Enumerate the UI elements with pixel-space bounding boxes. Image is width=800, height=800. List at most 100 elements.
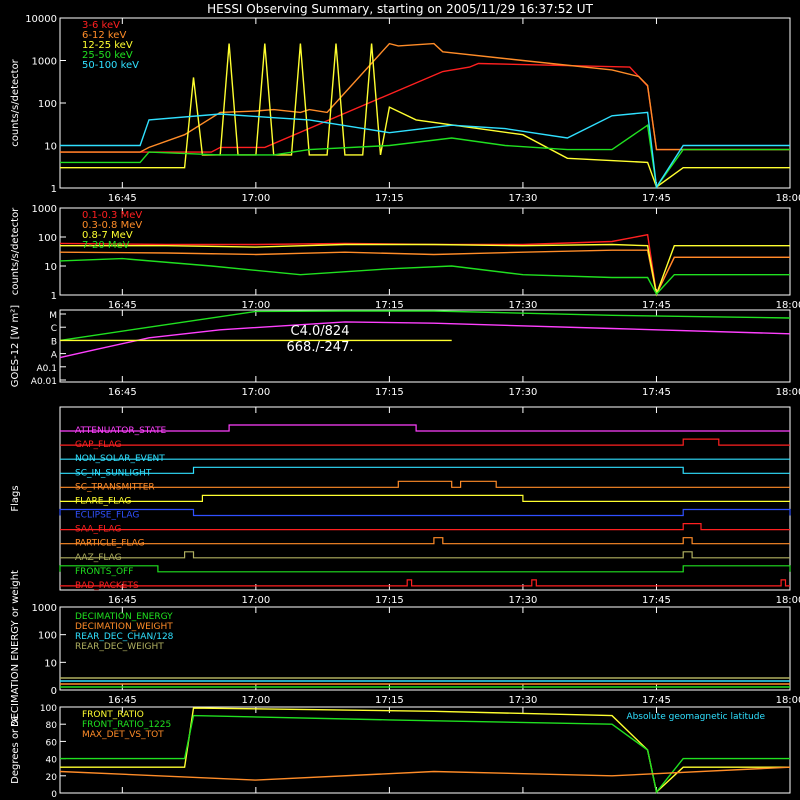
y-tick-label: 60 [46,738,58,748]
series-line [60,43,790,189]
legend-entry: 0.1-0.3 MeV [82,210,142,221]
flag-line [60,523,790,531]
series-line [59,233,790,297]
series-line [59,310,791,342]
flag-line [59,508,791,517]
time-tick-label: 18:00 [776,595,800,606]
y-tick-label: A0.01 [31,377,57,387]
y-axis-label: DECIMATION ENERGY or weight [10,570,21,727]
panel-frame [59,207,791,296]
flag-label: SAA_FLAG [75,525,121,535]
y-tick-label: A [51,351,58,361]
time-tick-label: 17:45 [642,193,671,204]
y-axis-label: Flags [10,485,21,511]
y-tick-label: 40 [46,756,58,766]
flag-line [60,480,790,488]
y-tick-label: 10 [44,658,57,669]
time-tick-label: 17:30 [509,595,538,606]
legend-entry: REAR_DEC_WEIGHT [75,642,164,652]
time-tick-label: 18:00 [776,300,800,311]
goes-annotation: C4.0/824 [291,324,350,339]
y-tick-label: 1000 [32,204,57,215]
flag-line [60,579,790,587]
time-tick-label: 17:30 [509,193,538,204]
series-line [60,42,790,153]
time-tick-label: 17:15 [375,695,404,706]
legend-entry: 0.3-0.8 MeV [82,220,142,231]
ratio-annotation: Absolute geomagnetic latitude [626,712,765,722]
flag-label: ATTENUATOR_STATE [75,426,167,436]
panel-frame [59,706,791,794]
time-tick-label: 17:45 [642,387,671,398]
time-tick-label: 17:30 [509,695,538,706]
time-tick-label: 17:30 [509,387,538,398]
flag-line [60,424,790,432]
flag-label: FLARE_FLAG [75,496,131,506]
time-tick-label: 17:15 [375,193,404,204]
legend-entry: REAR_DEC_CHAN/128 [75,632,174,642]
flag-label: SC_TRANSMITTER [75,482,155,492]
chart-title: HESSI Observing Summary, starting on 200… [207,2,593,16]
panel-frame [59,309,791,383]
panel-rate2: 16:45 17:00 17:15 17:30 17:45 18:00 counts/s/d… [10,204,800,311]
flag-label: FRONTS_OFF [75,567,133,577]
y-tick-label: 100 [38,233,57,244]
time-tick-label: 17:00 [241,595,270,606]
y-tick-label: 100 [38,631,57,642]
time-tick-label: 16:45 [108,193,137,204]
y-tick-label: 10 [44,262,57,273]
time-tick-label: 16:45 [108,387,137,398]
flag-line [60,537,790,545]
time-tick-label: 16:45 [108,300,137,311]
y-tick-label: 1000 [32,57,57,68]
series-line [59,257,790,296]
panel-frame [59,606,791,691]
flag-label: PARTICLE_FLAG [75,539,145,549]
flag-label: AAZ_FLAG [75,553,122,563]
panel-goes: 16:45 17:00 17:15 17:30 17:45 18:00 GOES-12 [W… [10,305,800,398]
y-tick-label: 0 [51,790,57,800]
time-tick-label: 17:15 [375,387,404,398]
series-line [59,249,790,297]
y-tick-label: 1 [51,184,57,195]
series-line [60,243,790,297]
y-tick-label: 1000 [32,603,57,614]
flag-line [60,438,790,446]
y-tick-label: B [51,337,57,347]
time-tick-label: 17:45 [642,695,671,706]
time-tick-label: 17:15 [375,300,404,311]
panel-ratios: Degrees or % 0 20 40 60 80 100 FRONT_RATIOFRONT… [10,704,791,800]
time-tick-label: 17:00 [241,387,270,398]
y-tick-label: 1 [51,291,57,302]
flag-label: ECLIPSE_FLAG [75,511,139,521]
legend-entry: 7-20 MeV [82,240,130,251]
y-tick-label: 80 [46,721,58,731]
y-axis-label: GOES-12 [W m²] [10,305,21,388]
y-tick-label: 100 [38,99,57,110]
panel-frame [59,406,791,591]
panels: 16:45 17:00 17:15 17:30 17:45 18:00 counts/s/d… [10,14,800,800]
y-axis-label: Degrees or % [10,716,21,784]
goes-annotation: 668./-247. [287,340,354,355]
time-tick-label: 17:00 [241,695,270,706]
legend-entry: 6-12 keV [82,30,126,41]
legend-entry: 25-50 keV [82,50,133,61]
series-line [59,321,791,359]
legend-entry: 12-25 keV [82,40,133,51]
time-tick-label: 17:30 [509,300,538,311]
y-tick-label: 10000 [25,14,57,25]
series-line [59,766,791,781]
series-line [60,123,790,189]
series-line [60,62,790,153]
series-line [60,714,790,794]
y-tick-label: A0.1 [37,364,57,374]
panel-decimation: 16:45 17:00 17:15 17:30 17:45 18:00 DECIMATION… [10,570,800,727]
flag-line [60,551,790,559]
y-axis-label: counts/s/detector [10,207,21,295]
time-tick-label: 18:00 [776,695,800,706]
time-tick-label: 17:45 [642,595,671,606]
legend-entry: DECIMATION_WEIGHT [75,622,173,632]
y-tick-label: 20 [46,773,58,783]
flag-line [60,494,790,502]
